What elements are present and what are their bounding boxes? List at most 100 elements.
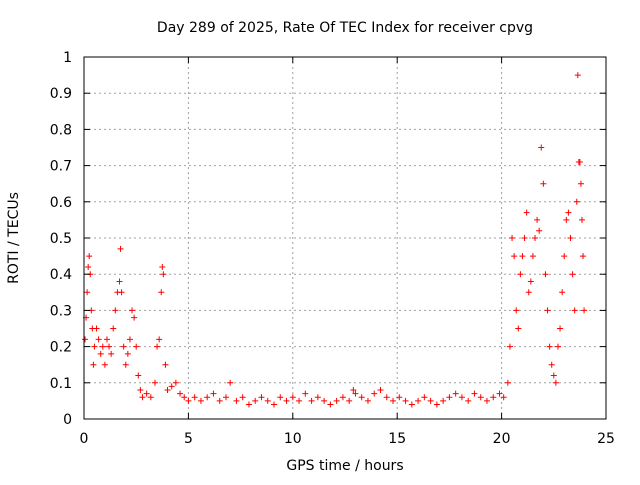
data-point (339, 394, 346, 401)
x-tick-label: 25 (597, 431, 615, 447)
data-point (108, 350, 115, 357)
data-point (390, 397, 397, 404)
data-point (446, 394, 453, 401)
data-point (126, 336, 133, 343)
data-point (90, 361, 97, 368)
data-point (151, 379, 158, 386)
data-point (197, 397, 204, 404)
grid (84, 57, 606, 419)
x-tick-label: 15 (388, 431, 406, 447)
data-point (557, 325, 564, 332)
data-point (571, 307, 578, 314)
data-points (82, 72, 588, 408)
y-tick-label: 0.1 (50, 376, 72, 392)
data-point (433, 401, 440, 408)
chart-title: Day 289 of 2025, Rate Of TEC Index for r… (157, 20, 533, 36)
data-point (95, 336, 102, 343)
data-point (327, 401, 334, 408)
data-point (117, 245, 124, 252)
data-point (216, 397, 223, 404)
data-point (513, 307, 520, 314)
data-point (271, 401, 278, 408)
data-point (563, 216, 570, 223)
data-point (110, 325, 117, 332)
data-point (129, 307, 136, 314)
data-point (581, 307, 588, 314)
data-point (554, 343, 561, 350)
data-point (302, 390, 309, 397)
y-tick-label: 0.2 (50, 340, 72, 356)
data-point (133, 343, 140, 350)
data-point (101, 361, 108, 368)
data-point (576, 158, 583, 165)
data-point (296, 397, 303, 404)
data-point (421, 394, 428, 401)
data-point (191, 394, 198, 401)
data-point (85, 263, 92, 270)
data-point (371, 390, 378, 397)
data-point (544, 307, 551, 314)
data-point (477, 394, 484, 401)
data-point (116, 278, 123, 285)
x-tick-label: 0 (80, 431, 89, 447)
data-point (552, 379, 559, 386)
data-point (352, 390, 359, 397)
data-point (122, 361, 129, 368)
data-point (289, 394, 296, 401)
data-point (120, 343, 127, 350)
data-point (264, 397, 271, 404)
data-point (154, 343, 161, 350)
data-point (483, 397, 490, 404)
data-point (515, 325, 522, 332)
data-point (135, 372, 142, 379)
data-point (222, 394, 229, 401)
data-point (527, 278, 534, 285)
y-tick-label: 0.7 (50, 159, 72, 175)
data-point (172, 379, 179, 386)
data-point (577, 180, 584, 187)
data-point (574, 72, 581, 79)
data-point (500, 394, 507, 401)
data-point (143, 390, 150, 397)
data-point (124, 350, 131, 357)
data-point (185, 397, 192, 404)
data-point (415, 397, 422, 404)
y-tick-label: 0.3 (50, 303, 72, 319)
data-point (84, 289, 91, 296)
x-tick-label: 5 (184, 431, 193, 447)
data-point (164, 387, 171, 394)
data-point (93, 325, 100, 332)
data-point (204, 394, 211, 401)
data-point (333, 397, 340, 404)
data-point (580, 253, 587, 260)
data-point (245, 401, 252, 408)
data-point (283, 397, 290, 404)
data-point (536, 227, 543, 234)
data-point (573, 198, 580, 205)
y-tick-label: 0.4 (50, 267, 72, 283)
data-point (252, 397, 259, 404)
data-point (458, 394, 465, 401)
data-point (546, 343, 553, 350)
data-point (377, 387, 384, 394)
data-point (490, 394, 497, 401)
data-point (181, 394, 188, 401)
data-point (112, 307, 119, 314)
data-point (532, 235, 539, 241)
data-point (440, 397, 447, 404)
data-point (91, 343, 98, 350)
y-tick-label: 0 (63, 412, 72, 428)
data-point (156, 336, 163, 343)
data-point (350, 387, 357, 394)
data-point (131, 314, 138, 321)
data-point (103, 336, 110, 343)
data-point (402, 397, 409, 404)
data-point (525, 289, 532, 296)
tick-labels: 0 5 10 15 20 25 0 0.1 0.2 0.3 0.4 0.5 0.6 0.7 0.8 0.9 1 (50, 50, 615, 447)
data-point (548, 361, 555, 368)
y-tick-label: 0.6 (50, 195, 72, 211)
data-point (452, 390, 459, 397)
data-point (506, 343, 513, 350)
axis-ticks (83, 56, 607, 420)
